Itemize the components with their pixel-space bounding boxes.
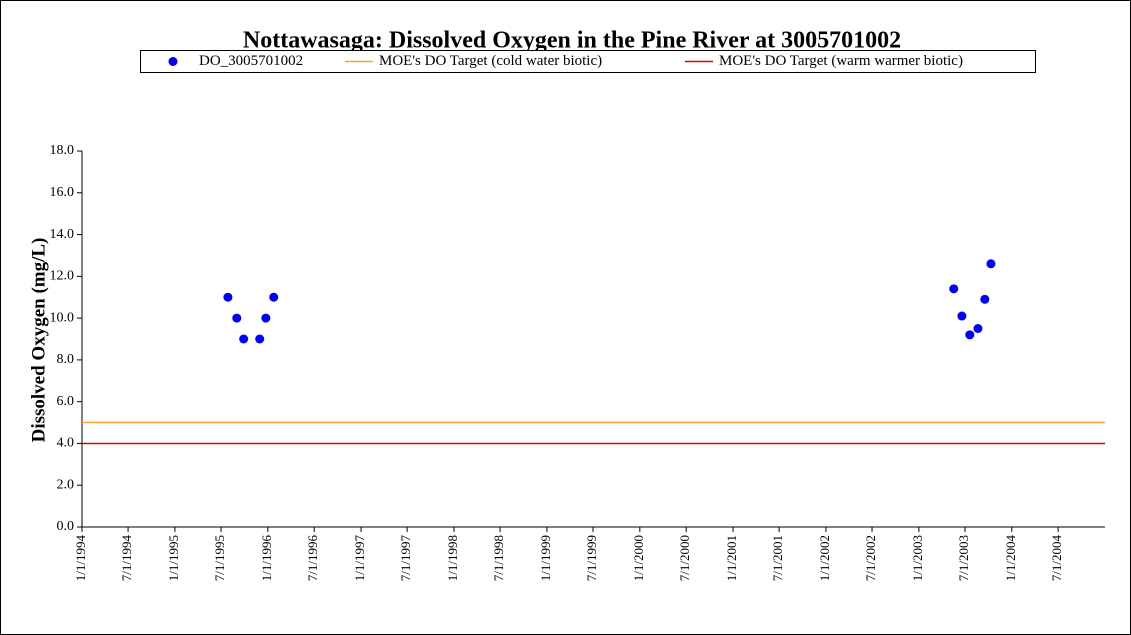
x-tick-label: 1/1/2004 (1003, 535, 1018, 582)
x-tick-label: 7/1/2003 (956, 535, 971, 581)
data-point (973, 324, 983, 334)
x-tick-label: 7/1/1997 (398, 535, 413, 582)
x-tick-label: 7/1/1994 (119, 535, 134, 582)
y-tick-label: 12.0 (50, 269, 75, 284)
y-tick-label: 14.0 (50, 227, 75, 242)
x-tick-label: 1/1/1995 (166, 535, 181, 581)
x-tick-label: 7/1/2004 (1049, 535, 1064, 582)
chart-title: Nottawasaga: Dissolved Oxygen in the Pin… (243, 28, 901, 54)
legend-label: MOE's DO Target (warm warmer biotic) (719, 53, 963, 69)
legend-label: DO_3005701002 (199, 53, 303, 69)
y-tick-label: 2.0 (57, 477, 75, 492)
data-point (986, 259, 996, 269)
x-tick-label: 7/1/1995 (212, 535, 227, 581)
x-tick-label: 7/1/2001 (770, 535, 785, 581)
x-tick-label: 1/1/2001 (724, 535, 739, 581)
y-tick-label: 18.0 (50, 143, 75, 158)
x-tick-label: 1/1/2000 (631, 535, 646, 581)
x-tick-label: 7/1/1999 (584, 535, 599, 581)
x-tick-label: 1/1/2003 (910, 535, 925, 581)
legend-box (140, 50, 1036, 73)
x-tick-label: 1/1/1999 (538, 535, 553, 581)
data-point (957, 311, 967, 321)
y-tick-label: 10.0 (50, 310, 75, 325)
data-point (949, 284, 959, 294)
legend-swatch (168, 57, 178, 66)
y-tick-label: 16.0 (50, 185, 75, 200)
x-tick-label: 7/1/1996 (305, 535, 320, 582)
data-point (223, 292, 233, 302)
x-tick-label: 7/1/2000 (677, 535, 692, 581)
data-point (261, 313, 271, 323)
data-point (232, 313, 242, 323)
y-tick-label: 4.0 (57, 436, 75, 451)
x-tick-label: 7/1/1998 (491, 535, 506, 581)
x-tick-label: 1/1/1998 (445, 535, 460, 581)
x-tick-label: 1/1/1997 (352, 535, 367, 582)
x-tick-label: 1/1/2002 (817, 535, 832, 581)
data-point (239, 334, 249, 344)
x-tick-label: 1/1/1996 (259, 535, 274, 582)
x-tick-label: 7/1/2002 (863, 535, 878, 581)
legend-label: MOE's DO Target (cold water biotic) (379, 53, 602, 69)
x-tick-label: 1/1/1994 (73, 535, 88, 582)
data-point (980, 294, 990, 304)
data-point (269, 292, 279, 302)
data-point (255, 334, 265, 344)
data-point (965, 330, 975, 340)
y-tick-label: 0.0 (57, 519, 75, 534)
y-tick-label: 6.0 (57, 394, 75, 409)
y-tick-label: 8.0 (57, 352, 75, 367)
y-axis-label: Dissolved Oxygen (mg/L) (28, 238, 49, 443)
